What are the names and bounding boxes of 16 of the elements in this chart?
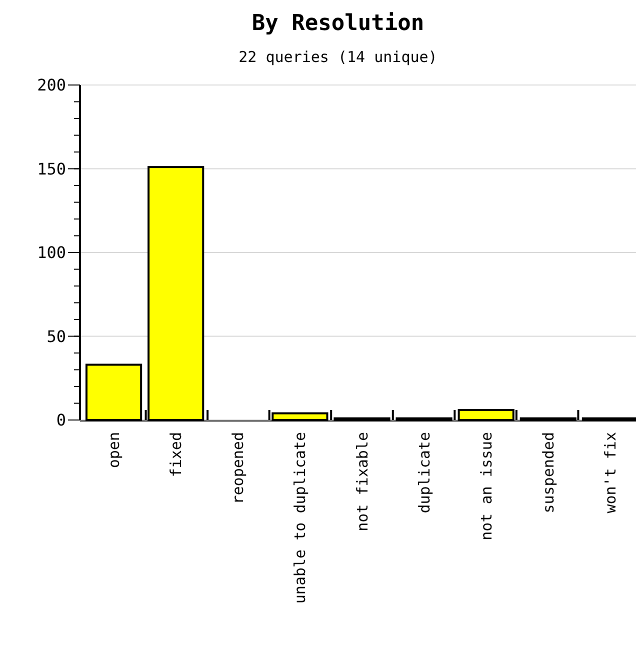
x-tick-label: not an issue bbox=[477, 432, 496, 540]
x-tick-label: suspended bbox=[539, 432, 558, 514]
chart-subtitle: 22 queries (14 unique) bbox=[238, 48, 438, 66]
y-tick-label: 50 bbox=[46, 326, 66, 346]
x-tick-label: reopened bbox=[229, 432, 248, 504]
y-tick-label: 150 bbox=[37, 159, 66, 178]
x-tick-label: unable to duplicate bbox=[291, 432, 310, 604]
chart-title: By Resolution bbox=[252, 11, 424, 36]
x-tick-label: fixed bbox=[167, 432, 186, 478]
y-tick-label: 100 bbox=[37, 243, 66, 262]
x-tick-label: open bbox=[105, 432, 124, 468]
y-tick-label: 200 bbox=[37, 76, 66, 95]
y-tick-label: 0 bbox=[56, 410, 66, 430]
x-tick-label: won't fix bbox=[601, 432, 620, 514]
x-tick-label: not fixable bbox=[353, 432, 372, 532]
x-tick-label: duplicate bbox=[415, 432, 434, 514]
